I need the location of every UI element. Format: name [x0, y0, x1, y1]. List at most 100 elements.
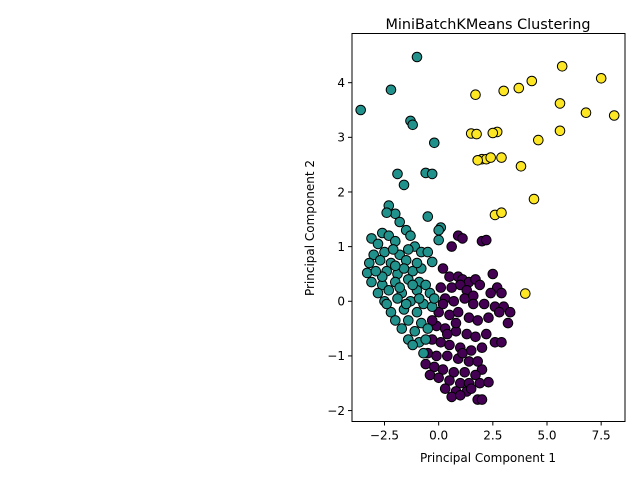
- data-point-cluster-0: [435, 282, 447, 293]
- data-point-cluster-1: [426, 256, 438, 268]
- axes-frame: [351, 33, 626, 422]
- data-point-cluster-1: [433, 234, 445, 246]
- data-point-cluster-1: [372, 287, 384, 299]
- data-point-cluster-2: [487, 127, 499, 139]
- data-point-cluster-1: [390, 260, 401, 272]
- x-tick-label: 5.0: [537, 429, 556, 443]
- data-point-cluster-0: [483, 312, 494, 324]
- x-tick-label: 0.0: [429, 429, 448, 443]
- data-point-cluster-2: [554, 98, 566, 109]
- x-tick-label: 7.5: [592, 429, 611, 443]
- data-point-cluster-1: [355, 104, 367, 116]
- data-point-cluster-2: [471, 128, 482, 140]
- data-point-cluster-1: [361, 267, 373, 279]
- data-point-cluster-1: [426, 168, 438, 180]
- data-point-cluster-1: [390, 315, 401, 326]
- data-point-cluster-2: [554, 125, 566, 137]
- data-point-cluster-0: [476, 342, 488, 354]
- data-point-cluster-0: [481, 328, 492, 340]
- x-tick-label: −2.5: [370, 429, 399, 443]
- data-point-cluster-0: [496, 337, 507, 348]
- data-point-cluster-1: [400, 298, 412, 310]
- data-point-cluster-2: [580, 107, 592, 118]
- data-point-cluster-1: [374, 254, 386, 266]
- data-point-cluster-0: [437, 263, 449, 274]
- data-point-cluster-0: [452, 306, 464, 318]
- data-point-cluster-2: [472, 155, 484, 166]
- data-point-cluster-2: [496, 152, 507, 163]
- data-point-cluster-0: [496, 287, 507, 299]
- data-point-cluster-1: [403, 244, 414, 255]
- x-axis-label: Principal Component 1: [420, 451, 556, 465]
- data-point-cluster-1: [407, 279, 419, 291]
- data-point-cluster-2: [513, 82, 525, 94]
- data-point-cluster-0: [470, 331, 481, 343]
- data-point-cluster-1: [398, 179, 410, 191]
- data-point-cluster-0: [431, 350, 442, 362]
- data-point-cluster-0: [444, 339, 455, 351]
- data-point-cluster-1: [407, 339, 419, 351]
- data-point-cluster-1: [409, 326, 421, 337]
- data-point-cluster-1: [422, 211, 434, 222]
- data-point-cluster-0: [502, 317, 514, 329]
- data-point-cluster-0: [448, 296, 460, 307]
- data-point-cluster-0: [426, 315, 438, 326]
- y-tick-label: −1: [327, 349, 345, 363]
- y-tick-label: 0: [337, 295, 345, 309]
- x-tick-label: 2.5: [483, 429, 502, 443]
- data-point-cluster-0: [468, 298, 479, 310]
- data-point-cluster-0: [472, 356, 484, 367]
- data-point-cluster-2: [515, 161, 527, 172]
- data-point-cluster-0: [437, 364, 449, 375]
- data-point-cluster-2: [498, 85, 510, 97]
- data-point-cluster-0: [435, 337, 447, 348]
- data-point-cluster-1: [392, 168, 403, 180]
- data-point-cluster-1: [392, 293, 403, 304]
- data-point-cluster-1: [372, 238, 384, 250]
- data-point-cluster-2: [595, 73, 607, 84]
- data-point-cluster-1: [394, 216, 406, 228]
- data-point-cluster-2: [470, 89, 481, 100]
- y-tick-label: 3: [337, 131, 345, 145]
- data-point-cluster-0: [463, 356, 475, 367]
- data-point-cluster-0: [470, 369, 481, 381]
- data-point-cluster-0: [450, 317, 462, 329]
- data-point-cluster-1: [407, 119, 419, 131]
- data-point-cluster-1: [422, 323, 434, 334]
- data-point-cluster-0: [465, 345, 477, 356]
- data-point-cluster-1: [366, 276, 377, 288]
- data-point-cluster-2: [608, 110, 620, 121]
- y-tick-label: 1: [337, 240, 345, 254]
- data-point-cluster-0: [463, 312, 475, 324]
- data-point-cluster-0: [457, 233, 468, 244]
- y-axis-ticks: −2 −1 0 1 2 3 4: [327, 76, 352, 418]
- data-point-cluster-1: [418, 347, 429, 359]
- data-point-cluster-0: [465, 383, 477, 395]
- data-point-cluster-0: [485, 287, 497, 299]
- y-tick-label: 2: [337, 185, 345, 199]
- data-point-cluster-1: [385, 84, 397, 96]
- data-point-cluster-0: [444, 271, 455, 283]
- data-point-cluster-1: [385, 306, 397, 318]
- data-point-cluster-0: [474, 377, 486, 389]
- data-point-cluster-0: [424, 369, 436, 381]
- data-point-cluster-0: [442, 350, 453, 362]
- data-point-cluster-0: [444, 309, 455, 321]
- data-point-cluster-1: [381, 207, 393, 218]
- data-point-cluster-0: [442, 328, 453, 340]
- data-point-cluster-1: [429, 293, 440, 304]
- data-point-cluster-0: [446, 241, 458, 252]
- data-point-cluster-0: [457, 347, 468, 359]
- data-point-cluster-0: [433, 372, 445, 384]
- data-point-cluster-2: [520, 288, 531, 299]
- data-point-cluster-1: [364, 257, 375, 269]
- data-point-cluster-0: [455, 390, 466, 401]
- y-tick-label: 4: [337, 76, 345, 90]
- data-point-cluster-0: [483, 376, 494, 388]
- data-point-cluster-2: [526, 75, 538, 87]
- data-point-cluster-1: [413, 293, 425, 304]
- data-point-cluster-0: [444, 375, 455, 386]
- data-point-cluster-0: [461, 328, 473, 340]
- data-point-cluster-0: [446, 391, 458, 403]
- data-point-cluster-1: [411, 51, 423, 63]
